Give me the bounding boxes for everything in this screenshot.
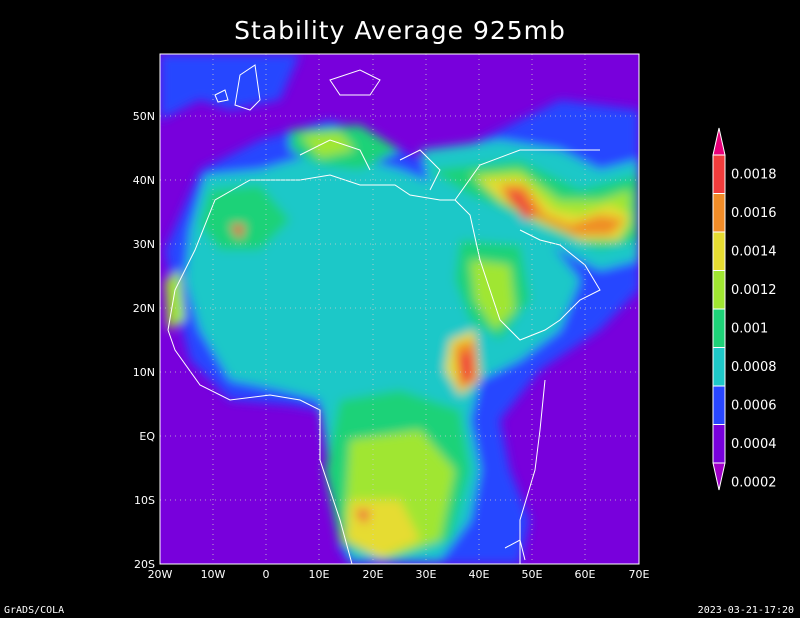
map-title: Stability Average 925mb bbox=[234, 16, 566, 45]
colorbar-box bbox=[712, 193, 726, 233]
y-tick: 40N bbox=[133, 174, 155, 187]
x-tick: 0 bbox=[263, 568, 270, 581]
colorbar-top-arrow bbox=[712, 127, 726, 156]
colorbar: 0.0018 0.0016 0.0014 0.0012 0.001 0.0008 0.000… bbox=[712, 127, 777, 491]
x-tick: 60E bbox=[575, 568, 596, 581]
colorbar-label: 0.0004 bbox=[731, 437, 777, 452]
colorbar-label: 0.0006 bbox=[731, 398, 777, 413]
x-tick: 70E bbox=[629, 568, 650, 581]
colorbar-label: 0.0016 bbox=[731, 206, 777, 221]
y-tick: 20S bbox=[134, 558, 155, 571]
colorbar-label: 0.0018 bbox=[731, 167, 777, 182]
colorbar-box bbox=[712, 154, 726, 194]
y-tick: EQ bbox=[139, 430, 155, 443]
plot-frame bbox=[159, 53, 640, 565]
colorbar-label: 0.0014 bbox=[731, 244, 777, 259]
colorbar-label: 0.0008 bbox=[731, 360, 777, 375]
colorbar-box bbox=[712, 270, 726, 310]
coastlines bbox=[167, 64, 601, 564]
colorbar-label: 0.0012 bbox=[731, 283, 777, 298]
colorbar-box bbox=[712, 424, 726, 464]
y-tick: 30N bbox=[133, 238, 155, 251]
x-tick: 50E bbox=[522, 568, 543, 581]
colorbar-label: 0.0002 bbox=[731, 475, 777, 490]
colorbar-box bbox=[712, 308, 726, 348]
colorbar-bottom-arrow bbox=[712, 462, 726, 491]
x-tick: 10E bbox=[309, 568, 330, 581]
colorbar-box bbox=[712, 231, 726, 271]
footer-credit: GrADS/COLA bbox=[4, 605, 65, 616]
x-tick: 10W bbox=[201, 568, 226, 581]
colorbar-box bbox=[712, 385, 726, 425]
x-axis-labels: 20W 10W 0 10E 20E 30E 40E 50E 60E 70E bbox=[148, 568, 650, 581]
colorbar-box bbox=[712, 347, 726, 387]
x-tick: 20W bbox=[148, 568, 173, 581]
y-axis-labels: 50N 40N 30N 20N 10N EQ 10S 20S bbox=[133, 110, 156, 571]
y-tick: 10N bbox=[133, 366, 155, 379]
x-tick: 20E bbox=[363, 568, 384, 581]
y-tick: 10S bbox=[134, 494, 155, 507]
x-tick: 30E bbox=[416, 568, 437, 581]
x-tick: 40E bbox=[469, 568, 490, 581]
footer-timestamp: 2023-03-21-17:20 bbox=[697, 605, 794, 616]
stability-field bbox=[160, 54, 639, 564]
y-tick: 50N bbox=[133, 110, 155, 123]
y-tick: 20N bbox=[133, 302, 155, 315]
grid-lines bbox=[160, 54, 639, 564]
colorbar-label: 0.001 bbox=[731, 321, 768, 336]
